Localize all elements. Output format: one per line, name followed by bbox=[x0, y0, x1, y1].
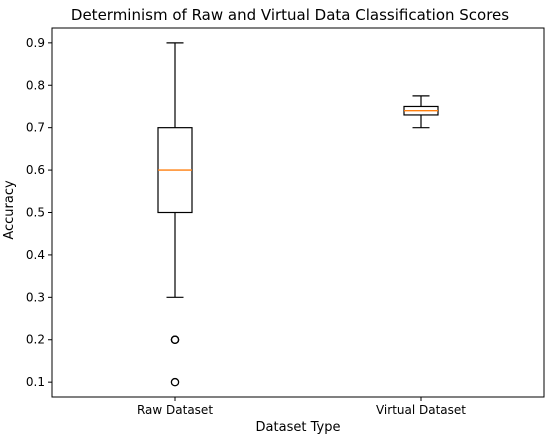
y-tick-label: 0.8 bbox=[26, 78, 45, 92]
x-axis-label: Dataset Type bbox=[256, 420, 341, 435]
axes-frame bbox=[51, 27, 545, 398]
plot-area: 0.1 0.2 0.3 0.4 0.5 0.6 0.7 0.8 0.9 Raw Dataset Vi… bbox=[26, 27, 545, 417]
y-tick-label: 0.6 bbox=[26, 163, 45, 177]
y-tick-label: 0.3 bbox=[26, 290, 45, 304]
y-tick-label: 0.5 bbox=[26, 206, 45, 220]
y-tick-label: 0.4 bbox=[26, 248, 45, 262]
x-tick-label: Virtual Dataset bbox=[376, 403, 466, 417]
y-tick-label: 0.2 bbox=[26, 333, 45, 347]
x-tick-label: Raw Dataset bbox=[137, 403, 213, 417]
outlier-point bbox=[170, 335, 180, 344]
y-axis-label: Accuracy bbox=[2, 180, 17, 240]
chart-title: Determinism of Raw and Virtual Data Clas… bbox=[71, 6, 509, 24]
outlier-point bbox=[170, 377, 180, 387]
y-tick-label: 0.7 bbox=[26, 121, 45, 135]
y-tick-label: 0.1 bbox=[26, 375, 45, 389]
y-tick-label: 0.9 bbox=[26, 36, 45, 50]
